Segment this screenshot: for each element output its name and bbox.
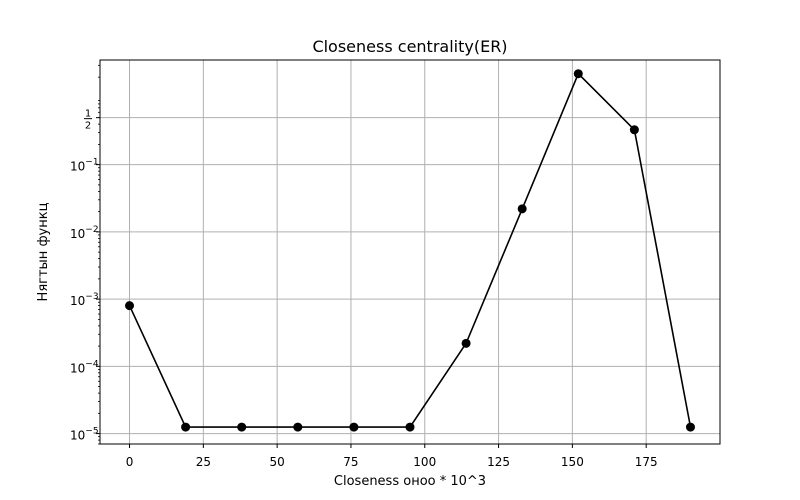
data-point — [629, 125, 639, 135]
x-tick-label: 100 — [413, 455, 436, 469]
x-tick-label: 25 — [196, 455, 211, 469]
x-axis-ticks: 0 25 50 75 100 125 150 175 — [126, 444, 658, 469]
data-point — [405, 422, 415, 432]
x-tick-label: 125 — [487, 455, 510, 469]
x-axis-label: Closeness оноо * 10^3 — [334, 474, 486, 489]
y-tick-label-denominator: 2 — [85, 121, 91, 132]
data-point — [237, 422, 247, 432]
data-point — [349, 422, 359, 432]
grid-lines — [100, 60, 720, 444]
x-tick-label: 175 — [635, 455, 658, 469]
x-tick-label: 75 — [343, 455, 358, 469]
data-point — [293, 422, 303, 432]
chart-title: Closeness centrality(ER) — [312, 37, 507, 56]
data-point — [461, 338, 471, 348]
data-point — [517, 204, 527, 214]
data-point — [573, 69, 583, 79]
x-tick-label: 150 — [561, 455, 584, 469]
y-tick-label-numerator: 1 — [85, 109, 91, 120]
data-point — [125, 301, 135, 311]
plot-series — [125, 69, 695, 432]
x-tick-label: 0 — [126, 455, 134, 469]
y-axis-label: Нягтын функц — [36, 202, 51, 301]
x-tick-label: 50 — [270, 455, 285, 469]
data-point — [685, 422, 695, 432]
data-point — [181, 422, 191, 432]
